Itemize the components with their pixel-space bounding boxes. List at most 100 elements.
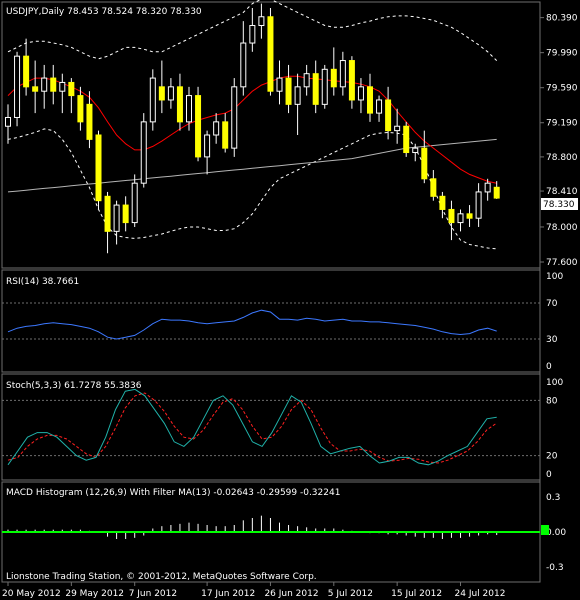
candle-bear <box>466 213 473 219</box>
price-tick-label: 80.390 <box>546 14 578 24</box>
price-tick-label: 78.000 <box>546 223 578 233</box>
axis-tick-label: 100 <box>546 272 563 282</box>
candle-bear <box>32 86 39 92</box>
stoch-lines <box>7 388 497 466</box>
price-tick-label: 79.190 <box>546 119 578 129</box>
rsi-levels <box>2 302 540 340</box>
candle-bear <box>421 147 428 180</box>
candle-bull <box>240 42 247 88</box>
candle-bear <box>493 186 500 199</box>
candle-bull <box>412 147 419 154</box>
candle-bull <box>167 86 174 101</box>
candle-bear <box>86 103 93 140</box>
last-price-box <box>541 198 578 210</box>
price-tick-label: 78.800 <box>546 153 578 163</box>
rsi-value-line <box>7 309 497 340</box>
candlesticks <box>5 3 500 254</box>
candle-bear <box>403 125 410 154</box>
candle-bull <box>339 60 346 88</box>
upper-band-line <box>7 0 498 61</box>
stoch-main-line <box>7 388 497 466</box>
rsi-panel-frame <box>1 269 541 373</box>
candle-bear <box>367 86 373 114</box>
macd-histogram <box>7 515 498 539</box>
axis-tick-label: 0.00 <box>546 528 566 538</box>
candle-bull <box>113 204 120 232</box>
candle-bear <box>448 208 455 224</box>
time-axis-ticks: 20 May 2012 29 May 2012 7 Jun 2012 17 Jun 2… <box>2 582 505 599</box>
time-tick-label: 15 Jul 2012 <box>391 589 442 599</box>
candle-bear <box>122 204 129 224</box>
time-tick-label: 24 Jul 2012 <box>455 589 506 599</box>
candle-bull <box>131 182 138 224</box>
time-tick-label: 17 Jun 2012 <box>201 589 255 599</box>
axis-tick-label: 0.3 <box>546 493 560 503</box>
candle-bear <box>439 195 446 210</box>
time-tick-label: 26 Jun 2012 <box>264 589 318 599</box>
price-tick-label: 78.410 <box>546 187 578 197</box>
candle-bear <box>195 95 202 158</box>
macd-axis-ticks: 0.3 0.00 -0.3 <box>546 493 566 573</box>
candle-bull <box>357 86 364 101</box>
candle-bull <box>5 116 11 127</box>
time-tick-label: 29 May 2012 <box>65 589 124 599</box>
candle-bear <box>158 86 165 101</box>
candle-bear <box>77 95 84 123</box>
candle-bear <box>222 121 229 149</box>
candle-bull <box>258 16 265 27</box>
axis-tick-label: 20 <box>546 452 558 462</box>
candle-bear <box>285 77 292 105</box>
candle-bull <box>41 77 48 92</box>
price-tick-label: 77.600 <box>546 258 578 268</box>
candle-bull <box>59 81 66 92</box>
candle-bull <box>204 134 211 158</box>
axis-tick-label: -0.3 <box>546 563 564 573</box>
symbol-header: USDJPY,Daily 78.453 78.524 78.320 78.330 <box>6 7 202 17</box>
candle-bear <box>267 16 274 92</box>
stoch-levels <box>2 399 540 457</box>
time-tick-label: 7 Jun 2012 <box>129 589 177 599</box>
rsi-line <box>7 309 497 340</box>
candle-bull <box>294 86 301 105</box>
candle-bear <box>176 86 183 123</box>
candle-bear <box>104 195 111 232</box>
candle-bull <box>149 77 156 123</box>
candle-bull <box>231 86 238 149</box>
candle-bull <box>457 213 464 224</box>
macd-title: MACD Histogram (12,26,9) With Filter MA(… <box>6 488 340 498</box>
price-tick-label: 79.990 <box>546 49 578 59</box>
candle-bull <box>484 182 491 193</box>
time-tick-label: 5 Jul 2012 <box>328 589 373 599</box>
price-tick-label: 79.590 <box>546 84 578 94</box>
stoch-axis-ticks: 100 80 20 0 <box>546 378 563 480</box>
candle-bear <box>95 134 102 202</box>
candle-bull <box>321 68 328 105</box>
candle-bull <box>249 25 256 44</box>
candle-bear <box>330 68 337 88</box>
axis-tick-label: 30 <box>546 335 558 345</box>
candle-bull <box>213 121 220 136</box>
footer-copyright: Lionstone Trading Station, © 2001-2012, … <box>6 572 317 582</box>
macd-filter-marker <box>541 525 549 535</box>
candle-bull <box>14 55 21 118</box>
candle-bear <box>312 73 319 105</box>
time-tick-label: 20 May 2012 <box>2 589 61 599</box>
candle-bear <box>50 77 57 92</box>
axis-tick-label: 0 <box>546 362 552 372</box>
axis-tick-label: 70 <box>546 299 558 309</box>
axis-tick-label: 0 <box>546 470 552 480</box>
candle-bull <box>276 77 283 92</box>
candle-bear <box>348 60 355 101</box>
candle-bull <box>394 125 401 132</box>
candle-bear <box>68 81 75 97</box>
last-price-label: 78.330 <box>543 200 575 210</box>
candle-bear <box>385 99 392 132</box>
candle-bull <box>303 73 310 88</box>
rsi-axis-ticks: 100 70 30 0 <box>546 272 563 372</box>
candle-bear <box>430 178 437 197</box>
candle-bull <box>140 121 147 184</box>
axis-tick-label: 100 <box>546 378 563 388</box>
stoch-title: Stoch(5,3,3) 61.7278 55.3836 <box>6 381 142 391</box>
candle-bull <box>186 95 192 123</box>
